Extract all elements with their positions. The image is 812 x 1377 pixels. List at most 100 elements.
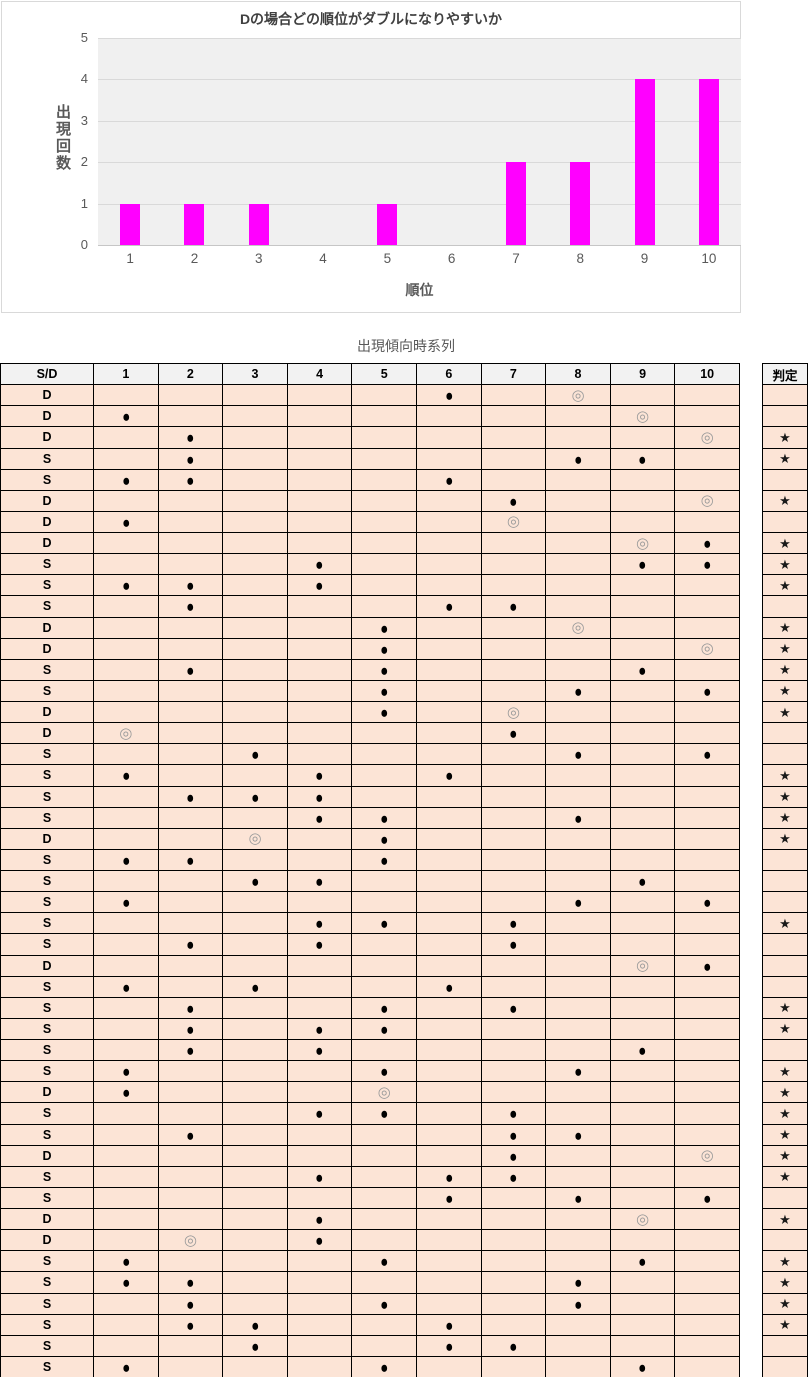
mark-cell-r15-c6[interactable]	[416, 680, 482, 702]
mark-cell-r4-c3[interactable]	[223, 448, 288, 470]
mark-cell-r31-c4[interactable]: ●	[287, 1018, 353, 1040]
mark-cell-r21-c6[interactable]	[416, 807, 482, 829]
mark-cell-r3-c8[interactable]	[546, 427, 611, 449]
sd-cell-row-3[interactable]: D	[1, 427, 94, 449]
mark-cell-r32-c10[interactable]	[675, 1040, 740, 1062]
judgment-cell-row-11[interactable]	[763, 596, 808, 618]
sd-cell-row-4[interactable]: S	[1, 448, 94, 470]
mark-cell-r13-c3[interactable]	[223, 638, 288, 660]
mark-cell-r10-c6[interactable]	[416, 575, 482, 597]
column-header-1[interactable]: 1	[94, 364, 159, 386]
mark-cell-r44-c6[interactable]	[416, 1293, 482, 1315]
mark-cell-r31-c5[interactable]: ●	[352, 1018, 417, 1040]
mark-cell-r24-c8[interactable]	[546, 871, 611, 893]
mark-cell-r19-c2[interactable]	[158, 765, 224, 787]
judgment-cell-row-25[interactable]	[763, 892, 808, 914]
mark-cell-r26-c4[interactable]: ●	[287, 913, 353, 935]
mark-cell-r26-c2[interactable]	[158, 913, 224, 935]
mark-cell-r14-c5[interactable]: ●	[352, 659, 417, 681]
mark-cell-r20-c3[interactable]: ●	[223, 786, 288, 808]
judgment-cell-row-14[interactable]: ★	[763, 659, 808, 681]
mark-cell-r25-c2[interactable]	[158, 892, 224, 914]
mark-cell-r18-c3[interactable]: ●	[223, 744, 288, 766]
mark-cell-r1-c1[interactable]	[94, 385, 159, 407]
mark-cell-r29-c9[interactable]	[610, 976, 676, 998]
mark-cell-r37-c1[interactable]	[94, 1145, 159, 1167]
mark-cell-r42-c5[interactable]: ●	[352, 1251, 417, 1273]
mark-cell-r9-c9[interactable]: ●	[610, 554, 676, 576]
column-header-8[interactable]: 8	[546, 364, 611, 386]
mark-cell-r28-c4[interactable]	[287, 955, 353, 977]
mark-cell-r29-c6[interactable]: ●	[416, 976, 482, 998]
mark-cell-r26-c10[interactable]	[675, 913, 740, 935]
mark-cell-r10-c10[interactable]	[675, 575, 740, 597]
mark-cell-r8-c6[interactable]	[416, 533, 482, 555]
mark-cell-r3-c2[interactable]: ●	[158, 427, 224, 449]
judgment-cell-row-31[interactable]: ★	[763, 1018, 808, 1040]
mark-cell-r33-c5[interactable]: ●	[352, 1061, 417, 1083]
mark-cell-r32-c7[interactable]	[481, 1040, 547, 1062]
judgment-cell-row-46[interactable]	[763, 1335, 808, 1357]
mark-cell-r17-c2[interactable]	[158, 723, 224, 745]
mark-cell-r25-c7[interactable]	[481, 892, 547, 914]
mark-cell-r45-c1[interactable]	[94, 1314, 159, 1336]
mark-cell-r31-c9[interactable]	[610, 1018, 676, 1040]
mark-cell-r23-c7[interactable]	[481, 849, 547, 871]
mark-cell-r22-c1[interactable]	[94, 828, 159, 850]
mark-cell-r39-c10[interactable]: ●	[675, 1187, 740, 1209]
mark-cell-r32-c1[interactable]	[94, 1040, 159, 1062]
mark-cell-r42-c6[interactable]	[416, 1251, 482, 1273]
mark-cell-r46-c1[interactable]	[94, 1335, 159, 1357]
mark-cell-r8-c7[interactable]	[481, 533, 547, 555]
mark-cell-r17-c6[interactable]	[416, 723, 482, 745]
sd-cell-row-46[interactable]: S	[1, 1335, 94, 1357]
judgment-cell-row-38[interactable]: ★	[763, 1166, 808, 1188]
mark-cell-r38-c6[interactable]: ●	[416, 1166, 482, 1188]
mark-cell-r10-c9[interactable]	[610, 575, 676, 597]
mark-cell-r14-c8[interactable]	[546, 659, 611, 681]
mark-cell-r45-c10[interactable]	[675, 1314, 740, 1336]
mark-cell-r19-c6[interactable]: ●	[416, 765, 482, 787]
judgment-cell-row-16[interactable]: ★	[763, 702, 808, 724]
mark-cell-r17-c4[interactable]	[287, 723, 353, 745]
mark-cell-r31-c1[interactable]	[94, 1018, 159, 1040]
mark-cell-r23-c1[interactable]: ●	[94, 849, 159, 871]
mark-cell-r18-c7[interactable]	[481, 744, 547, 766]
mark-cell-r34-c2[interactable]	[158, 1082, 224, 1104]
mark-cell-r33-c10[interactable]	[675, 1061, 740, 1083]
mark-cell-r41-c1[interactable]	[94, 1230, 159, 1252]
mark-cell-r45-c7[interactable]	[481, 1314, 547, 1336]
mark-cell-r15-c3[interactable]	[223, 680, 288, 702]
mark-cell-r35-c3[interactable]	[223, 1103, 288, 1125]
mark-cell-r13-c1[interactable]	[94, 638, 159, 660]
mark-cell-r5-c7[interactable]	[481, 469, 547, 491]
mark-cell-r35-c4[interactable]: ●	[287, 1103, 353, 1125]
mark-cell-r7-c8[interactable]	[546, 511, 611, 533]
mark-cell-r28-c1[interactable]	[94, 955, 159, 977]
mark-cell-r33-c9[interactable]	[610, 1061, 676, 1083]
mark-cell-r26-c5[interactable]: ●	[352, 913, 417, 935]
mark-cell-r33-c3[interactable]	[223, 1061, 288, 1083]
column-header-10[interactable]: 10	[675, 364, 740, 386]
mark-cell-r14-c4[interactable]	[287, 659, 353, 681]
mark-cell-r5-c9[interactable]	[610, 469, 676, 491]
mark-cell-r5-c6[interactable]: ●	[416, 469, 482, 491]
sd-cell-row-2[interactable]: D	[1, 406, 94, 428]
mark-cell-r36-c8[interactable]: ●	[546, 1124, 611, 1146]
mark-cell-r25-c4[interactable]	[287, 892, 353, 914]
mark-cell-r45-c4[interactable]	[287, 1314, 353, 1336]
mark-cell-r6-c2[interactable]	[158, 490, 224, 512]
judgment-cell-row-45[interactable]: ★	[763, 1314, 808, 1336]
sd-cell-row-8[interactable]: D	[1, 533, 94, 555]
mark-cell-r16-c6[interactable]	[416, 702, 482, 724]
mark-cell-r47-c6[interactable]	[416, 1356, 482, 1377]
mark-cell-r1-c8[interactable]: ◎	[546, 385, 611, 407]
mark-cell-r10-c2[interactable]: ●	[158, 575, 224, 597]
mark-cell-r33-c8[interactable]: ●	[546, 1061, 611, 1083]
mark-cell-r7-c9[interactable]	[610, 511, 676, 533]
mark-cell-r39-c2[interactable]	[158, 1187, 224, 1209]
mark-cell-r16-c5[interactable]: ●	[352, 702, 417, 724]
mark-cell-r26-c1[interactable]	[94, 913, 159, 935]
mark-cell-r27-c8[interactable]	[546, 934, 611, 956]
mark-cell-r13-c7[interactable]	[481, 638, 547, 660]
